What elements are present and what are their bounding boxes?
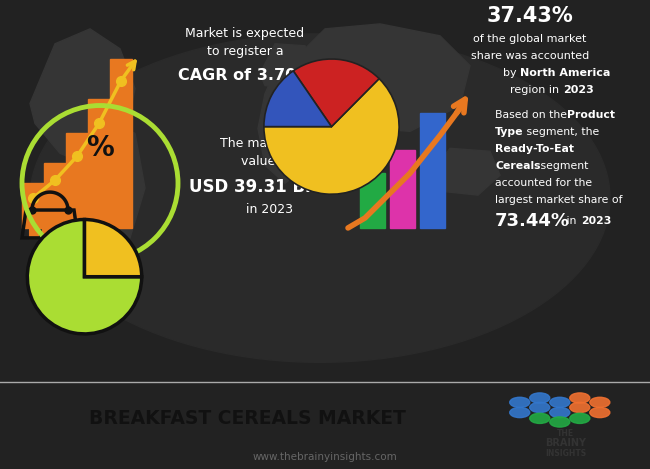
Text: www.thebrainyinsights.com: www.thebrainyinsights.com — [253, 452, 397, 462]
Text: THE: THE — [557, 429, 574, 438]
Text: share was accounted: share was accounted — [471, 51, 589, 61]
Text: North America: North America — [520, 68, 610, 78]
Text: valued at: valued at — [240, 155, 300, 168]
Text: to register a: to register a — [207, 45, 283, 58]
Polygon shape — [305, 24, 470, 131]
Circle shape — [570, 393, 590, 403]
Circle shape — [570, 402, 590, 413]
Circle shape — [570, 413, 590, 424]
Text: USD 39.31 Billion: USD 39.31 Billion — [189, 178, 351, 196]
Text: BREAKFAST CEREALS MARKET: BREAKFAST CEREALS MARKET — [88, 409, 406, 428]
Text: by: by — [503, 68, 520, 78]
Bar — [56, 210, 64, 238]
Bar — [43, 210, 51, 238]
Circle shape — [550, 408, 570, 417]
Text: in 2023: in 2023 — [246, 203, 294, 216]
Wedge shape — [264, 71, 332, 127]
Bar — [360, 173, 385, 228]
Wedge shape — [293, 59, 379, 127]
Text: 37.43%: 37.43% — [487, 6, 573, 26]
Circle shape — [530, 413, 550, 424]
Ellipse shape — [30, 34, 610, 363]
Bar — [390, 150, 415, 228]
Circle shape — [590, 408, 610, 417]
Circle shape — [550, 417, 570, 427]
Text: 73.44%: 73.44% — [495, 212, 570, 230]
Circle shape — [530, 402, 550, 413]
Text: CAGR of 3.70%: CAGR of 3.70% — [178, 68, 312, 83]
Bar — [44, 163, 66, 228]
Wedge shape — [27, 219, 142, 334]
Wedge shape — [264, 79, 399, 194]
Circle shape — [530, 393, 550, 403]
Text: largest market share of: largest market share of — [495, 195, 623, 205]
Circle shape — [550, 397, 570, 408]
Text: of the global market: of the global market — [473, 34, 587, 44]
Text: The market was: The market was — [220, 137, 320, 150]
Bar — [66, 133, 88, 228]
Bar — [30, 210, 38, 238]
Bar — [420, 113, 445, 228]
Circle shape — [590, 397, 610, 408]
Text: Ready-To-Eat: Ready-To-Eat — [495, 144, 574, 154]
Text: region in: region in — [510, 84, 563, 95]
Circle shape — [510, 397, 530, 408]
Text: 2023: 2023 — [563, 84, 593, 95]
Text: %: % — [86, 134, 114, 162]
Text: BRAINY: BRAINY — [545, 438, 586, 448]
Text: INSIGHTS: INSIGHTS — [545, 449, 586, 458]
Text: segment: segment — [537, 161, 588, 171]
Bar — [22, 183, 44, 228]
Text: Based on the: Based on the — [495, 111, 571, 121]
Text: Market is expected: Market is expected — [185, 27, 305, 40]
Polygon shape — [90, 123, 145, 238]
Polygon shape — [260, 44, 315, 89]
Text: 2023: 2023 — [581, 216, 612, 226]
Bar — [110, 59, 132, 228]
Text: Product: Product — [567, 111, 615, 121]
Text: Type: Type — [495, 128, 523, 137]
Bar — [69, 210, 77, 238]
Bar — [88, 98, 110, 228]
Circle shape — [510, 408, 530, 417]
Polygon shape — [258, 79, 310, 183]
Text: segment, the: segment, the — [523, 128, 599, 137]
Polygon shape — [435, 148, 500, 195]
Text: accounted for the: accounted for the — [495, 178, 592, 188]
Text: in: in — [563, 216, 580, 226]
Text: Cereals: Cereals — [495, 161, 541, 171]
Wedge shape — [84, 219, 142, 277]
Polygon shape — [30, 29, 135, 168]
